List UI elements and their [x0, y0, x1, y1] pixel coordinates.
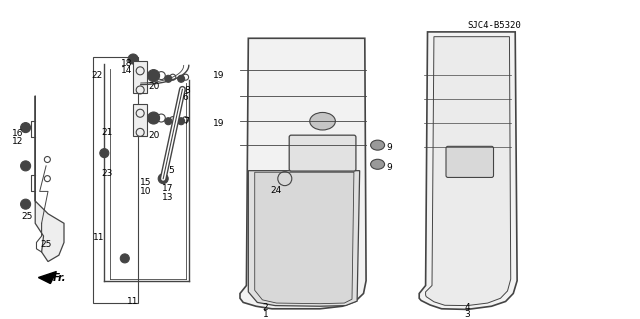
Circle shape — [20, 161, 31, 171]
Text: 19: 19 — [213, 119, 225, 128]
FancyBboxPatch shape — [446, 146, 493, 177]
Circle shape — [20, 122, 31, 133]
Polygon shape — [248, 171, 360, 306]
Text: 9: 9 — [387, 143, 392, 152]
Text: 3: 3 — [465, 310, 470, 319]
Polygon shape — [255, 172, 354, 304]
Circle shape — [20, 199, 31, 209]
Text: 2: 2 — [263, 303, 268, 312]
Text: 23: 23 — [102, 169, 113, 178]
Polygon shape — [240, 38, 366, 309]
Text: 11: 11 — [93, 233, 105, 242]
Polygon shape — [419, 32, 517, 309]
Text: 4: 4 — [465, 303, 470, 312]
Text: 25: 25 — [21, 212, 33, 221]
Text: 22: 22 — [92, 71, 103, 80]
Circle shape — [165, 118, 172, 125]
Bar — [133, 61, 147, 93]
Polygon shape — [426, 37, 511, 306]
Circle shape — [178, 75, 184, 82]
Text: 5: 5 — [169, 166, 174, 175]
Text: 7: 7 — [183, 117, 188, 126]
Bar — [93, 57, 138, 303]
Text: 21: 21 — [102, 128, 113, 137]
Circle shape — [148, 70, 159, 82]
Text: 25: 25 — [40, 241, 52, 249]
Bar — [133, 104, 147, 136]
Circle shape — [158, 174, 168, 184]
Text: 10: 10 — [140, 187, 152, 196]
Ellipse shape — [371, 159, 385, 169]
Circle shape — [128, 54, 138, 64]
Text: 16: 16 — [12, 129, 24, 138]
Polygon shape — [38, 271, 56, 284]
Text: SJC4-B5320: SJC4-B5320 — [467, 21, 521, 30]
Text: 13: 13 — [162, 193, 173, 202]
Text: 20: 20 — [148, 82, 159, 91]
Polygon shape — [35, 96, 64, 262]
Text: 18: 18 — [121, 59, 132, 68]
Circle shape — [165, 75, 172, 82]
Ellipse shape — [310, 113, 335, 130]
Text: 14: 14 — [121, 66, 132, 75]
FancyBboxPatch shape — [289, 135, 356, 171]
Circle shape — [178, 118, 184, 125]
Text: 15: 15 — [140, 178, 152, 187]
Text: 20: 20 — [148, 131, 159, 140]
Circle shape — [100, 149, 109, 158]
Ellipse shape — [371, 140, 385, 150]
Text: Fr.: Fr. — [52, 272, 66, 283]
Text: 8: 8 — [185, 86, 190, 95]
Text: 24: 24 — [271, 186, 282, 195]
Circle shape — [148, 112, 159, 124]
Text: 9: 9 — [387, 163, 392, 172]
Text: 17: 17 — [162, 184, 173, 193]
Text: 19: 19 — [213, 71, 225, 80]
Circle shape — [120, 254, 129, 263]
Text: 1: 1 — [263, 310, 268, 319]
Text: 12: 12 — [12, 137, 24, 146]
Text: 11: 11 — [127, 297, 139, 306]
Text: 6: 6 — [183, 93, 188, 102]
